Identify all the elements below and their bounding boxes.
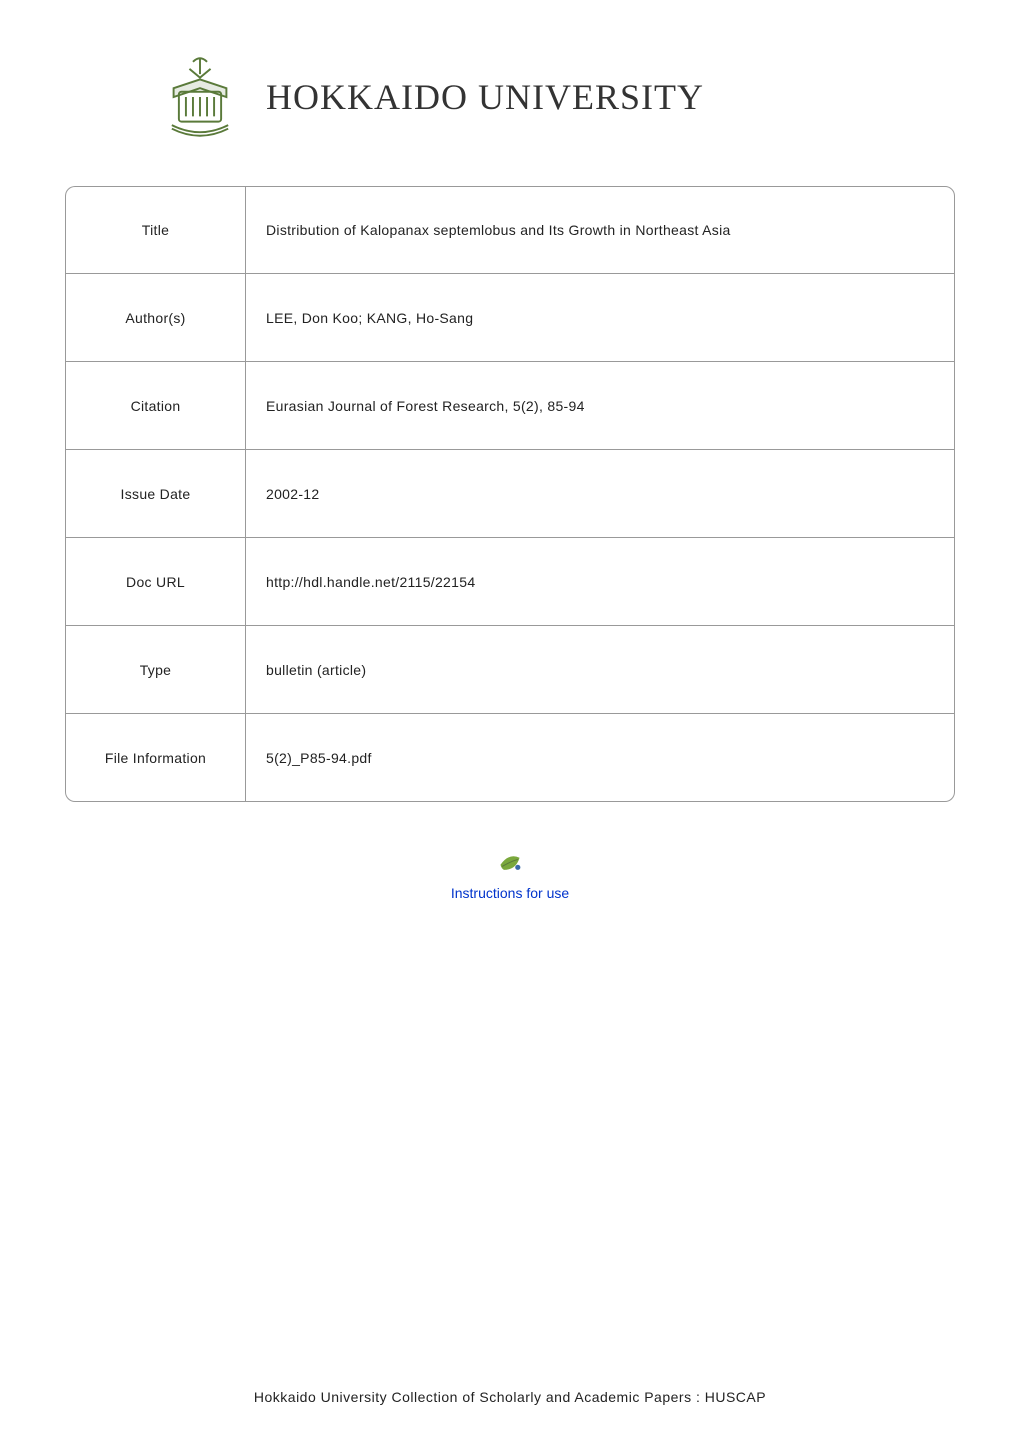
metadata-value: Distribution of Kalopanax septemlobus an… bbox=[245, 186, 955, 274]
metadata-label: Doc URL bbox=[65, 538, 245, 626]
metadata-label: Type bbox=[65, 626, 245, 714]
leaf-icon bbox=[497, 852, 523, 874]
page-header: HOKKAIDO UNIVERSITY bbox=[0, 0, 1020, 142]
footer-text: Hokkaido University Collection of Schola… bbox=[0, 1389, 1020, 1405]
metadata-row: TitleDistribution of Kalopanax septemlob… bbox=[65, 186, 955, 274]
metadata-table: TitleDistribution of Kalopanax septemlob… bbox=[65, 186, 955, 802]
metadata-row: Typebulletin (article) bbox=[65, 626, 955, 714]
metadata-row: Issue Date2002-12 bbox=[65, 450, 955, 538]
metadata-label: Issue Date bbox=[65, 450, 245, 538]
metadata-row: CitationEurasian Journal of Forest Resea… bbox=[65, 362, 955, 450]
university-name: HOKKAIDO UNIVERSITY bbox=[266, 76, 704, 118]
metadata-value: http://hdl.handle.net/2115/22154 bbox=[245, 538, 955, 626]
instructions-block: Instructions for use bbox=[0, 852, 1020, 901]
metadata-value: bulletin (article) bbox=[245, 626, 955, 714]
metadata-value: 2002-12 bbox=[245, 450, 955, 538]
metadata-value: 5(2)_P85-94.pdf bbox=[245, 714, 955, 802]
metadata-row: File Information5(2)_P85-94.pdf bbox=[65, 714, 955, 802]
instructions-link[interactable]: Instructions for use bbox=[0, 885, 1020, 901]
metadata-row: Author(s)LEE, Don Koo; KANG, Ho-Sang bbox=[65, 274, 955, 362]
metadata-row: Doc URLhttp://hdl.handle.net/2115/22154 bbox=[65, 538, 955, 626]
university-logo bbox=[156, 52, 244, 142]
metadata-label: File Information bbox=[65, 714, 245, 802]
metadata-label: Author(s) bbox=[65, 274, 245, 362]
metadata-value: LEE, Don Koo; KANG, Ho-Sang bbox=[245, 274, 955, 362]
metadata-label: Title bbox=[65, 186, 245, 274]
metadata-label: Citation bbox=[65, 362, 245, 450]
metadata-value: Eurasian Journal of Forest Research, 5(2… bbox=[245, 362, 955, 450]
